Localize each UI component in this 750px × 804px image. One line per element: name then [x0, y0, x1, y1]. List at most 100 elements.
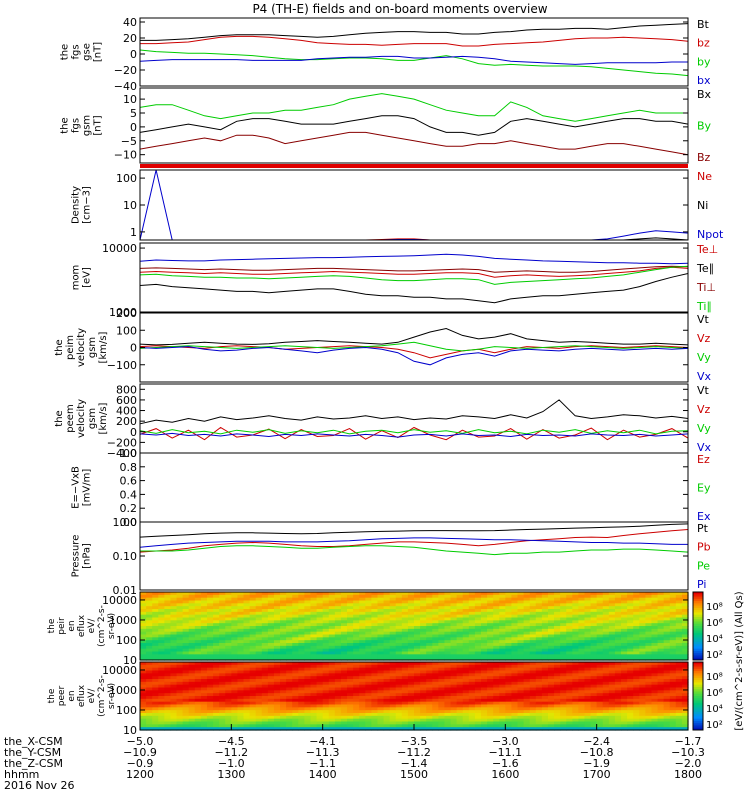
y-axis-label-line: the — [47, 688, 57, 703]
spectrogram-cell — [614, 594, 622, 599]
spectrogram-cell — [340, 681, 348, 686]
spectrogram-cell — [633, 592, 640, 596]
spectrogram-cell — [407, 687, 415, 691]
spectrogram-cell — [633, 670, 640, 674]
spectrogram-cell — [334, 687, 342, 691]
spectrogram-cell — [450, 715, 458, 720]
spectrogram-cell — [590, 693, 598, 697]
spectrogram-cell — [243, 681, 251, 686]
panel-frame — [139, 591, 689, 661]
spectrogram-cell — [353, 603, 360, 607]
spectrogram-cell — [182, 603, 190, 607]
spectrogram-cell — [523, 667, 531, 672]
spectrogram-cell — [249, 628, 257, 633]
spectrogram-cell — [194, 611, 202, 616]
spectrogram-cell — [273, 594, 281, 599]
spectrogram-cell — [200, 592, 208, 596]
spectrogram-cell — [334, 713, 342, 717]
spectrogram-cell — [426, 611, 433, 616]
spectrogram-cell — [468, 673, 476, 677]
spectrogram-cell — [182, 631, 190, 636]
spectrogram-cell — [407, 676, 415, 680]
spectrogram-cell — [596, 715, 604, 720]
spectrogram-cell — [420, 592, 427, 596]
spectrogram-cell — [292, 690, 299, 694]
spectrogram-cell — [407, 662, 415, 666]
spectrogram-cell — [554, 662, 561, 666]
spectrogram-cell — [164, 681, 172, 686]
spectrogram-cell — [377, 600, 385, 604]
spectrogram-cell — [249, 710, 257, 714]
spectrogram-cell — [420, 654, 427, 658]
spectrogram-cell — [371, 710, 379, 714]
spectrogram-cell — [663, 696, 671, 700]
spectrogram-cell — [456, 727, 464, 731]
spectrogram-cell — [529, 657, 537, 661]
spectrogram-cell — [541, 710, 549, 714]
spectrogram-cell — [584, 721, 592, 725]
spectrogram-cell — [541, 693, 549, 697]
spectrogram-cell — [663, 623, 671, 627]
spectrogram-cell — [407, 667, 415, 672]
spectrogram-cell — [657, 654, 665, 658]
spectrogram-cell — [432, 676, 439, 680]
legend-entry: by — [697, 55, 711, 68]
spectrogram-cell — [353, 724, 360, 728]
spectrogram-cell — [249, 603, 257, 607]
spectrogram-cell — [438, 715, 446, 720]
spectrogram-cell — [414, 626, 421, 630]
spectrogram-cell — [554, 679, 561, 683]
spectrogram-cell — [505, 617, 513, 621]
spectrogram-cell — [231, 664, 239, 669]
spectrogram-cell — [353, 710, 360, 714]
spectrogram-cell — [243, 693, 251, 697]
spectrogram-cell — [304, 654, 312, 658]
spectrogram-cell — [140, 679, 147, 683]
spectrogram-cell — [194, 727, 202, 731]
spectrogram-cell — [608, 634, 616, 638]
spectrogram-cell — [383, 727, 391, 731]
spectrogram-cell — [395, 623, 403, 627]
spectrogram-cell — [487, 631, 494, 636]
spectrogram-cell — [280, 710, 287, 714]
spectrogram-cell — [468, 623, 476, 627]
spectrogram-cell — [219, 634, 226, 638]
spectrogram-cell — [267, 645, 275, 650]
spectrogram-cell — [663, 687, 671, 691]
spectrogram-cell — [267, 637, 275, 641]
spectrogram-cell — [261, 687, 269, 691]
spectrogram-cell — [554, 620, 561, 624]
spectrogram-cell — [316, 696, 324, 700]
spectrogram-cell — [322, 664, 330, 669]
spectrogram-cell — [529, 609, 537, 613]
spectrogram-cell — [602, 690, 610, 694]
spectrogram-cell — [267, 614, 275, 619]
spectrogram-cell — [499, 600, 506, 604]
spectrogram-cell — [444, 626, 452, 630]
spectrogram-cell — [170, 673, 178, 677]
spectrogram-cell — [164, 713, 172, 717]
spectrogram-cell — [146, 609, 153, 613]
spectrogram-cell — [523, 707, 531, 711]
spectrogram-cell — [146, 600, 153, 604]
spectrogram-cell — [474, 606, 482, 610]
spectrogram-cell — [547, 693, 555, 697]
spectrogram-cell — [267, 609, 275, 613]
spectrogram-cell — [407, 637, 415, 641]
spectrogram-cell — [547, 628, 555, 633]
spectrogram-cell — [170, 715, 178, 720]
spectrogram-cell — [146, 673, 153, 677]
spectrogram-cell — [328, 640, 336, 644]
spectrogram-cell — [261, 701, 269, 706]
spectrogram-cell — [249, 701, 257, 706]
spectrogram-cell — [621, 626, 628, 630]
spectrogram-cell — [596, 617, 604, 621]
spectrogram-cell — [517, 676, 525, 680]
spectrogram-cell — [523, 643, 531, 647]
spectrogram-cell — [200, 710, 208, 714]
spectrogram-cell — [608, 710, 616, 714]
spectrogram-cell — [188, 713, 196, 717]
spectrogram-cell — [182, 670, 190, 674]
spectrogram-cell — [261, 594, 269, 599]
